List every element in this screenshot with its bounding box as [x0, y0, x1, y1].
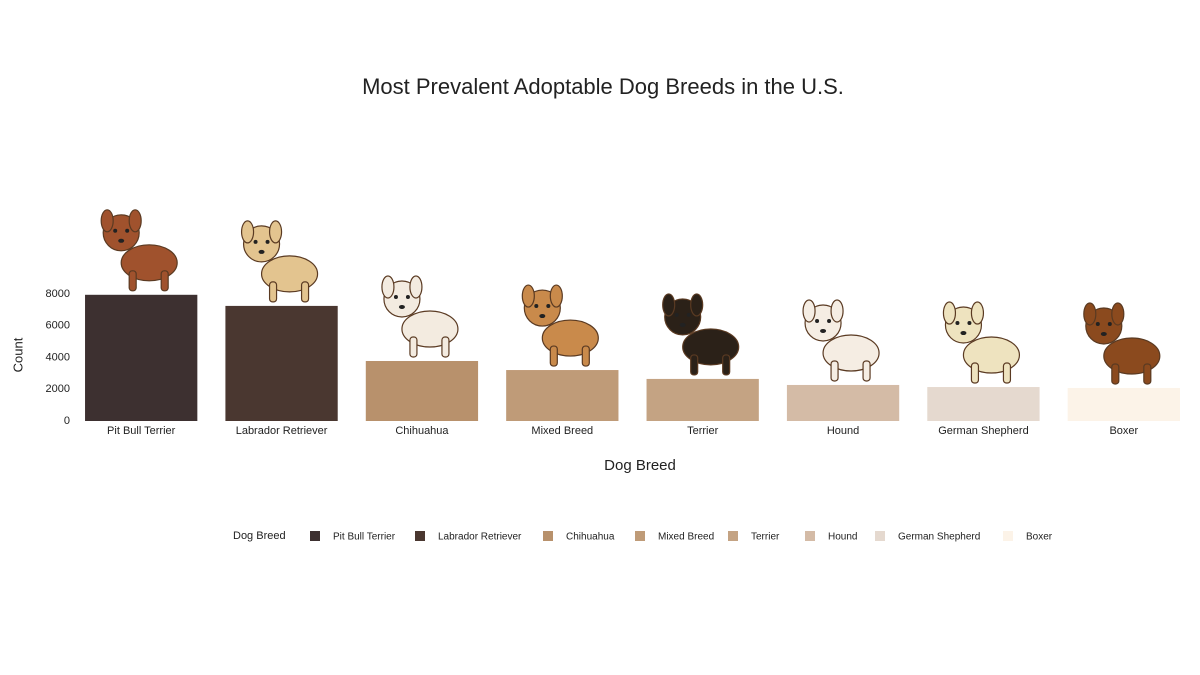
legend-label: Boxer	[1026, 532, 1053, 543]
legend-swatch	[415, 531, 425, 541]
y-tick-label: 6000	[46, 320, 70, 332]
legend-label: Mixed Breed	[658, 532, 714, 543]
legend-swatch	[543, 531, 553, 541]
legend-label: Terrier	[751, 532, 780, 543]
y-axis-label: Count	[10, 337, 25, 372]
dog-illustration	[802, 299, 880, 382]
chart-title: Most Prevalent Adoptable Dog Breeds in t…	[362, 74, 844, 99]
bar	[506, 370, 619, 421]
x-tick-label: Boxer	[1109, 425, 1138, 437]
legend-swatch	[875, 531, 885, 541]
dog-illustration	[521, 284, 599, 367]
dog-illustration	[942, 301, 1021, 384]
y-tick-label: 2000	[46, 383, 70, 395]
legend-label: Chihuahua	[566, 532, 615, 543]
y-tick-label: 0	[64, 415, 70, 427]
x-axis-label: Dog Breed	[604, 457, 676, 474]
y-tick-label: 8000	[46, 288, 70, 300]
legend-label: Hound	[828, 532, 857, 543]
dog-illustration	[240, 220, 319, 303]
bar	[225, 305, 338, 421]
bar	[365, 360, 479, 421]
dog-illustration	[381, 275, 459, 358]
legend-label: German Shepherd	[898, 532, 980, 543]
x-tick-label: Pit Bull Terrier	[107, 425, 176, 437]
dog-illustration	[1083, 302, 1161, 385]
dog-illustration	[100, 209, 178, 292]
legend-swatch	[310, 531, 320, 541]
x-tick-label: Chihuahua	[395, 425, 449, 437]
y-tick-label: 4000	[46, 351, 70, 363]
x-tick-label: Mixed Breed	[531, 425, 593, 437]
bar	[85, 294, 198, 421]
x-tick-label: Terrier	[687, 425, 719, 437]
bar	[646, 378, 759, 421]
legend-label: Labrador Retriever	[438, 532, 522, 543]
legend-swatch	[635, 531, 645, 541]
bar	[927, 387, 1040, 421]
bar	[1067, 387, 1180, 421]
legend-swatch	[1003, 531, 1013, 541]
x-tick-label: German Shepherd	[938, 425, 1029, 437]
legend-swatch	[805, 531, 815, 541]
bar	[786, 384, 900, 421]
legend-label: Pit Bull Terrier	[333, 532, 396, 543]
legend-title: Dog Breed	[233, 530, 286, 542]
x-tick-label: Hound	[827, 425, 859, 437]
legend-swatch	[728, 531, 738, 541]
dog-illustration	[662, 293, 740, 376]
x-tick-label: Labrador Retriever	[236, 425, 328, 437]
